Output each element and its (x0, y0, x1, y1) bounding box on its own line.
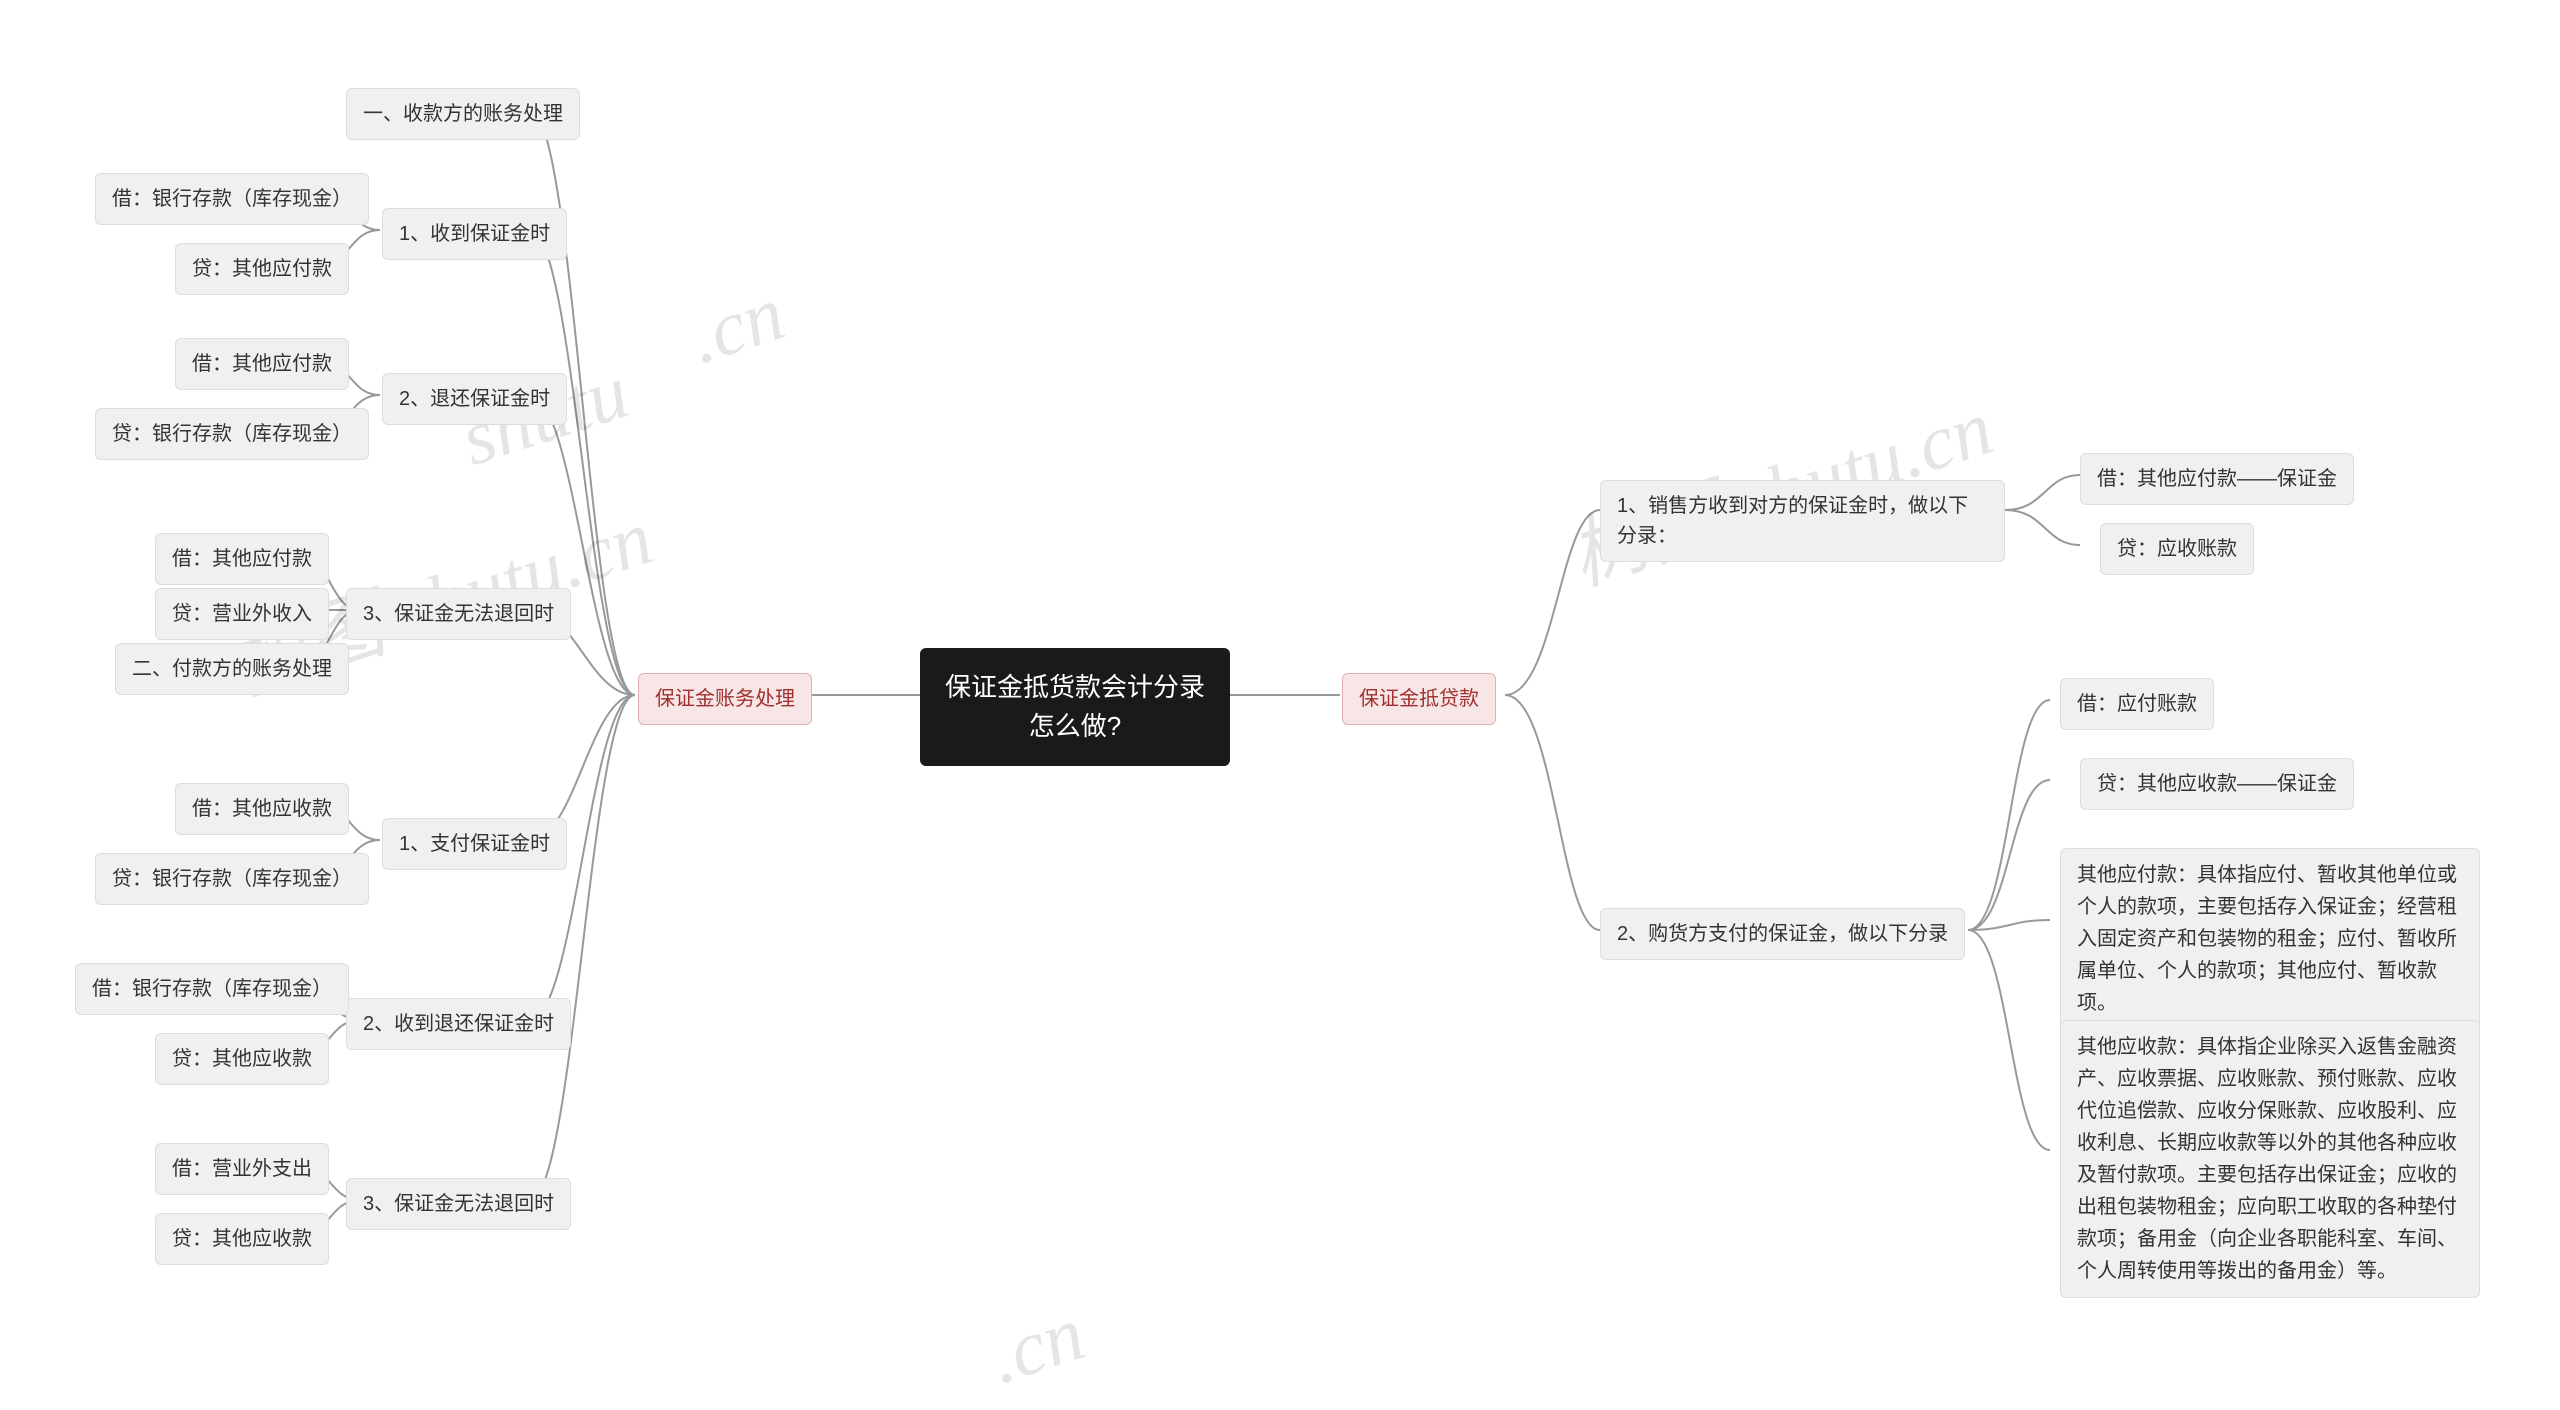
left-item-6-child-0: 借：营业外支出 (155, 1143, 329, 1195)
left-item-3-child-0: 借：其他应付款 (155, 533, 329, 585)
right-item-1-child-0: 借：应付账款 (2060, 678, 2214, 730)
left-item-6: 3、保证金无法退回时 (346, 1178, 571, 1230)
left-item-3: 3、保证金无法退回时 (346, 588, 571, 640)
root-node: 保证金抵货款会计分录怎么做? (920, 648, 1230, 766)
left-item-5-child-1: 贷：其他应收款 (155, 1033, 329, 1085)
left-item-2: 2、退还保证金时 (382, 373, 567, 425)
left-item-4-child-1: 贷：银行存款（库存现金） (95, 853, 369, 905)
branch-left: 保证金账务处理 (638, 673, 812, 725)
right-item-1-child-2: 其他应付款：具体指应付、暂收其他单位或个人的款项，主要包括存入保证金；经营租入固… (2060, 848, 2480, 1030)
right-item-0-child-1: 贷：应收账款 (2100, 523, 2254, 575)
right-item-0: 1、销售方收到对方的保证金时，做以下分录： (1600, 480, 2005, 562)
left-item-2-child-1: 贷：银行存款（库存现金） (95, 408, 369, 460)
left-item-1-child-0: 借：银行存款（库存现金） (95, 173, 369, 225)
left-item-4: 1、支付保证金时 (382, 818, 567, 870)
left-item-5-child-0: 借：银行存款（库存现金） (75, 963, 349, 1015)
left-item-4-child-0: 借：其他应收款 (175, 783, 349, 835)
left-item-5: 2、收到退还保证金时 (346, 998, 571, 1050)
branch-right: 保证金抵贷款 (1342, 673, 1496, 725)
watermark: .cn (978, 1288, 1094, 1402)
left-item-6-child-1: 贷：其他应收款 (155, 1213, 329, 1265)
right-item-0-child-0: 借：其他应付款——保证金 (2080, 453, 2354, 505)
left-item-2-child-0: 借：其他应付款 (175, 338, 349, 390)
watermark: .cn (678, 268, 794, 382)
left-item-3-child-1: 贷：营业外收入 (155, 588, 329, 640)
right-item-1-child-3: 其他应收款：具体指企业除买入返售金融资产、应收票据、应收账款、预付账款、应收代位… (2060, 1020, 2480, 1298)
left-item-0: 一、收款方的账务处理 (346, 88, 580, 140)
left-item-1-child-1: 贷：其他应付款 (175, 243, 349, 295)
right-item-1-child-1: 贷：其他应收款——保证金 (2080, 758, 2354, 810)
left-item-1: 1、收到保证金时 (382, 208, 567, 260)
right-item-1: 2、购货方支付的保证金，做以下分录 (1600, 908, 1965, 960)
left-item-3-child-2: 二、付款方的账务处理 (115, 643, 349, 695)
